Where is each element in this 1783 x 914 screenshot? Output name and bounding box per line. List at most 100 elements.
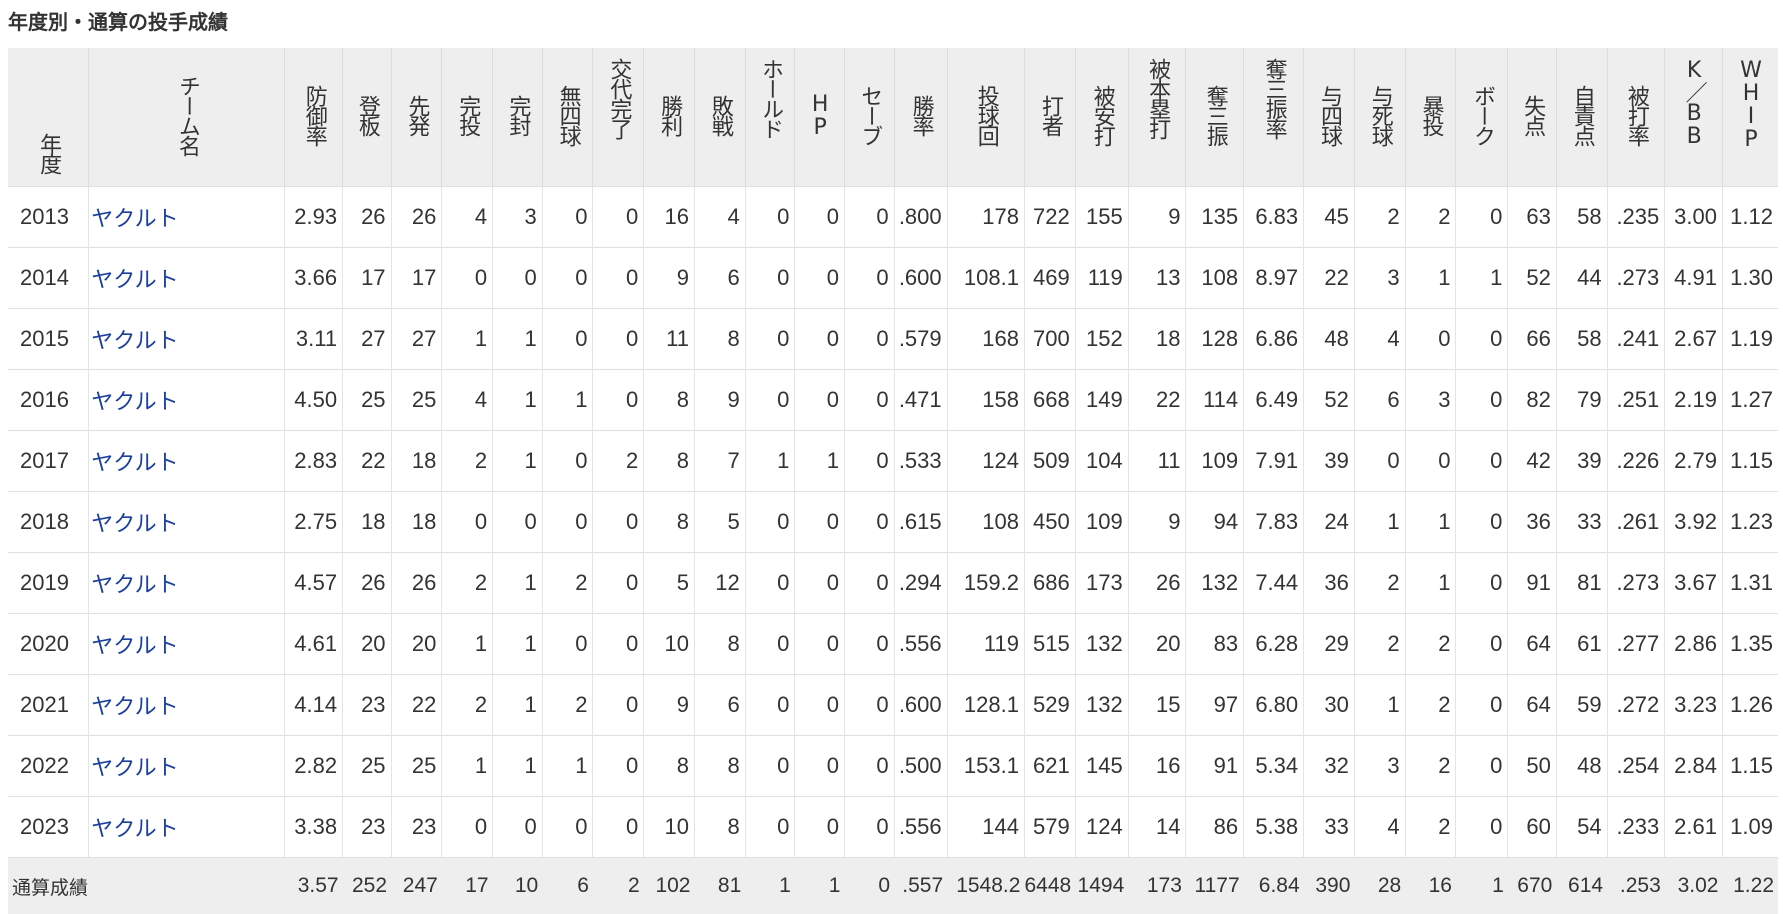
stat-cell-k-bb: 2.67 [1665, 309, 1723, 370]
stat-cell-games-finished: 0 [593, 675, 644, 736]
stat-cell-wild-pitches: 1 [1405, 553, 1456, 614]
team-link[interactable]: ヤクルト [91, 207, 178, 232]
stat-cell-balks: 0 [1456, 797, 1508, 858]
stat-cell-holds: 1 [745, 431, 795, 492]
stat-cell-innings: 108 [947, 492, 1024, 553]
stat-cell-holds: 0 [745, 309, 795, 370]
stat-cell-batters-faced: 722 [1024, 187, 1075, 248]
stat-cell-complete-games: 4 [442, 187, 493, 248]
team-cell: ヤクルト [89, 492, 285, 553]
stat-cell-strikeout-rate: 7.44 [1244, 553, 1304, 614]
column-header-hit-batsmen: 与死球 [1354, 48, 1405, 187]
stat-cell-earned-runs: 48 [1556, 736, 1607, 797]
stat-cell-hits-allowed: 145 [1075, 736, 1128, 797]
stat-cell-complete-games: 1 [442, 614, 493, 675]
total-cell-saves: 0 [844, 858, 894, 914]
stat-cell-starts: 18 [391, 492, 442, 553]
total-cell-batters-faced: 6448 [1024, 858, 1075, 914]
stat-cell-win-pct: .500 [894, 736, 947, 797]
stat-cell-balks: 0 [1456, 736, 1508, 797]
stat-cell-opp-avg: .226 [1607, 431, 1665, 492]
team-link[interactable]: ヤクルト [91, 451, 178, 476]
stat-cell-walks: 36 [1304, 553, 1355, 614]
stat-cell-shutouts: 0 [493, 492, 543, 553]
stat-cell-games: 25 [343, 370, 391, 431]
stat-cell-games-finished: 0 [593, 187, 644, 248]
stat-cell-whip: 1.30 [1722, 248, 1778, 309]
team-link[interactable]: ヤクルト [91, 756, 178, 781]
stat-cell-wild-pitches: 1 [1405, 492, 1456, 553]
stat-cell-balks: 0 [1456, 187, 1508, 248]
stat-cell-games: 25 [343, 736, 391, 797]
total-cell-shutouts: 10 [493, 858, 543, 914]
stat-cell-holds: 0 [745, 492, 795, 553]
stat-cell-no-walk-games: 0 [542, 614, 593, 675]
stat-cell-win-pct: .556 [894, 797, 947, 858]
stat-cell-home-runs-allowed: 15 [1128, 675, 1186, 736]
year-cell: 2020 [8, 614, 89, 675]
year-cell: 2016 [8, 370, 89, 431]
stat-cell-strikeout-rate: 7.91 [1244, 431, 1304, 492]
stat-cell-innings: 159.2 [947, 553, 1024, 614]
stat-cell-balks: 1 [1456, 248, 1508, 309]
stat-cell-walks: 45 [1304, 187, 1355, 248]
column-header-no-walk-games: 無四球 [542, 48, 593, 187]
column-header-games-finished: 交代完了 [593, 48, 644, 187]
column-header-hits-allowed: 被安打 [1075, 48, 1128, 187]
career-total-label: 通算成績 [8, 858, 285, 914]
stat-cell-hp: 0 [795, 309, 845, 370]
year-cell: 2014 [8, 248, 89, 309]
stat-cell-holds: 0 [745, 797, 795, 858]
stat-cell-strikeouts: 108 [1186, 248, 1244, 309]
team-cell: ヤクルト [89, 370, 285, 431]
stat-cell-home-runs-allowed: 18 [1128, 309, 1186, 370]
year-cell: 2018 [8, 492, 89, 553]
stat-cell-saves: 0 [844, 187, 894, 248]
stat-cell-batters-faced: 686 [1024, 553, 1075, 614]
team-link[interactable]: ヤクルト [91, 512, 178, 537]
team-link[interactable]: ヤクルト [91, 634, 178, 659]
stat-cell-starts: 22 [391, 675, 442, 736]
total-cell-hp: 1 [795, 858, 845, 914]
total-cell-era: 3.57 [285, 858, 343, 914]
stat-cell-era: 3.38 [285, 797, 343, 858]
stat-cell-no-walk-games: 2 [542, 553, 593, 614]
stat-cell-complete-games: 1 [442, 309, 493, 370]
stat-cell-whip: 1.19 [1722, 309, 1778, 370]
team-link[interactable]: ヤクルト [91, 817, 178, 842]
stat-cell-hp: 0 [795, 370, 845, 431]
stat-cell-era: 2.75 [285, 492, 343, 553]
stat-cell-balks: 0 [1456, 492, 1508, 553]
team-link[interactable]: ヤクルト [91, 390, 178, 415]
stat-cell-whip: 1.26 [1722, 675, 1778, 736]
stat-cell-earned-runs: 59 [1556, 675, 1607, 736]
stat-cell-shutouts: 3 [493, 187, 543, 248]
total-cell-home-runs-allowed: 173 [1128, 858, 1186, 914]
stat-cell-games: 27 [343, 309, 391, 370]
stat-cell-no-walk-games: 0 [542, 431, 593, 492]
stat-cell-starts: 26 [391, 553, 442, 614]
team-link[interactable]: ヤクルト [91, 268, 178, 293]
total-cell-hit-batsmen: 28 [1354, 858, 1405, 914]
column-header-strikeouts: 奪三振 [1186, 48, 1244, 187]
stat-cell-losses: 9 [694, 370, 745, 431]
stat-cell-shutouts: 1 [493, 553, 543, 614]
column-header-wins: 勝利 [644, 48, 695, 187]
stat-cell-runs-allowed: 63 [1508, 187, 1556, 248]
team-link[interactable]: ヤクルト [91, 573, 178, 598]
stat-cell-no-walk-games: 0 [542, 797, 593, 858]
column-header-complete-games: 完投 [442, 48, 493, 187]
column-header-holds: ホールド [745, 48, 795, 187]
team-link[interactable]: ヤクルト [91, 695, 178, 720]
stat-cell-wins: 16 [644, 187, 695, 248]
column-header-year: 年度 [8, 48, 89, 187]
team-link[interactable]: ヤクルト [91, 329, 178, 354]
stat-cell-shutouts: 1 [493, 736, 543, 797]
stat-cell-losses: 6 [694, 675, 745, 736]
stat-cell-games: 17 [343, 248, 391, 309]
year-cell: 2019 [8, 553, 89, 614]
